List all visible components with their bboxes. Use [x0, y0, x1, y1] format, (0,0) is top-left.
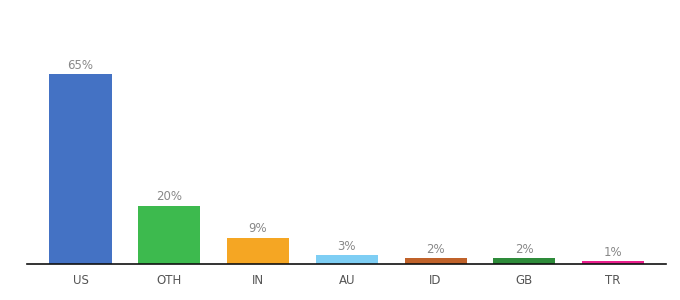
- Bar: [227, 238, 289, 264]
- Bar: [138, 206, 201, 264]
- Text: 9%: 9%: [249, 222, 267, 236]
- Text: 65%: 65%: [67, 59, 93, 72]
- Bar: [493, 258, 556, 264]
- Bar: [50, 74, 112, 264]
- Bar: [316, 255, 378, 264]
- Bar: [582, 261, 644, 264]
- Bar: [405, 258, 466, 264]
- Text: 20%: 20%: [156, 190, 182, 203]
- Text: 2%: 2%: [515, 243, 534, 256]
- Text: 1%: 1%: [604, 246, 622, 259]
- Text: 3%: 3%: [337, 240, 356, 253]
- Text: 2%: 2%: [426, 243, 445, 256]
